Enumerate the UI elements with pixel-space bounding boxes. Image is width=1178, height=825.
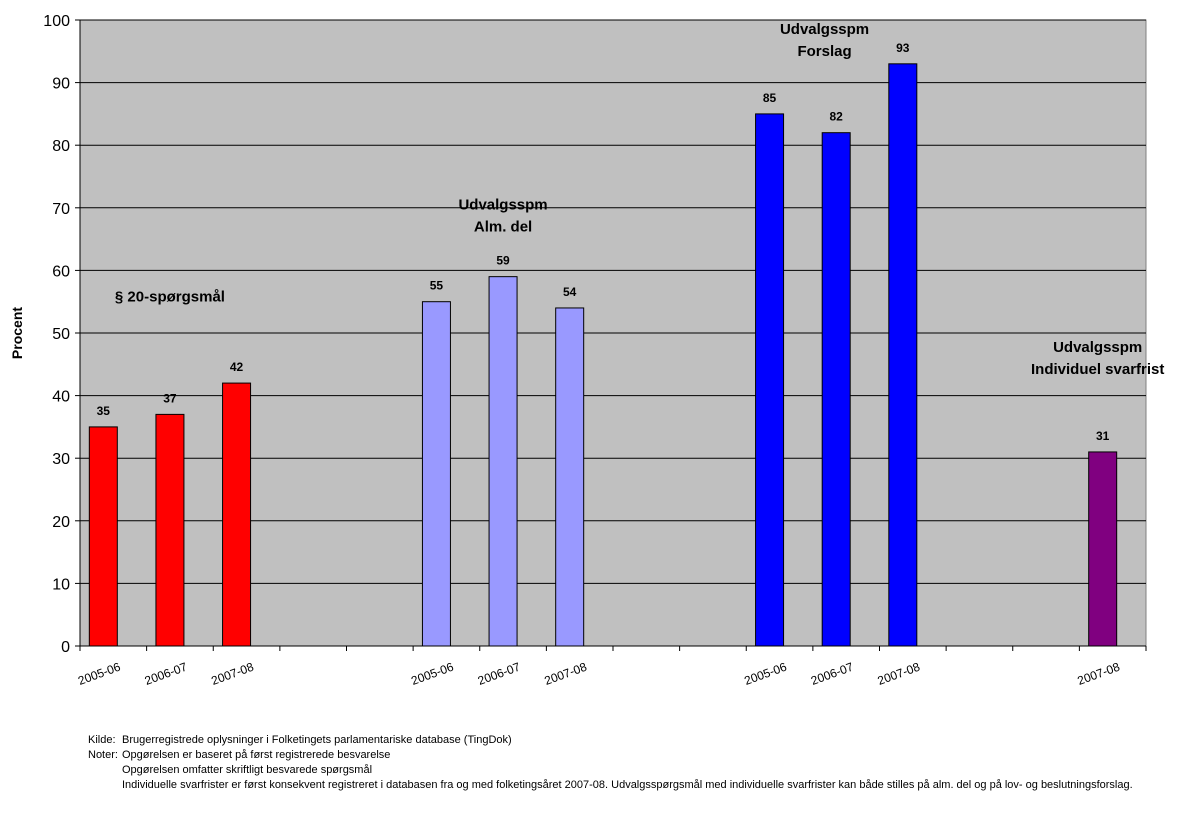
y-tick-label: 0	[61, 639, 70, 656]
x-tick-label: 2007-08	[209, 660, 255, 688]
x-tick-label: 2006-07	[809, 660, 855, 688]
source-row: Kilde: Brugerregistrede oplysninger i Fo…	[88, 733, 1148, 748]
y-tick-label: 20	[52, 514, 70, 531]
data-label: 54	[563, 285, 577, 299]
data-label: 37	[163, 391, 177, 405]
bar	[755, 113, 785, 647]
data-label: 42	[230, 360, 244, 374]
bar	[821, 132, 851, 647]
x-tick-label: 2007-08	[543, 660, 589, 688]
data-label: 31	[1096, 429, 1110, 443]
x-tick-label: 2007-08	[876, 660, 922, 688]
data-labels: 35 37 42 55 59 54 85 82 93 31	[97, 41, 1110, 443]
gridlines	[80, 19, 1146, 584]
group-labels: § 20-spørgsmål Udvalgsspm Alm. del Udvalgss…	[115, 21, 1164, 378]
y-tick-label: 40	[52, 389, 70, 406]
y-axis-ticks: 0 10 20 30 40 50 60 70 80 90 100	[43, 13, 81, 656]
bar	[888, 63, 918, 647]
group-label: Udvalgsspm	[780, 21, 869, 38]
group-label: Udvalgsspm	[1053, 339, 1142, 356]
bar	[155, 413, 185, 647]
bar	[421, 301, 451, 647]
bar	[222, 382, 252, 647]
y-tick-label: 80	[52, 138, 70, 155]
notes-key: Noter:	[88, 749, 118, 761]
source-key: Kilde:	[88, 734, 116, 746]
y-tick-label: 30	[52, 451, 70, 468]
data-label: 35	[97, 404, 111, 418]
data-label: 82	[830, 110, 844, 124]
bar	[488, 276, 518, 647]
bars	[88, 63, 1118, 647]
bar	[1088, 451, 1118, 647]
y-axis-title: Procent	[9, 307, 25, 359]
data-label: 55	[430, 279, 444, 293]
y-tick-label: 10	[52, 576, 70, 593]
source-text: Brugerregistrede oplysninger i Folketing…	[122, 734, 512, 746]
note-1: Opgørelsen er baseret på først registrer…	[122, 749, 391, 761]
x-tick-label: 2006-07	[143, 660, 189, 688]
x-tick-label: 2005-06	[76, 660, 122, 688]
x-tick-label: 2007-08	[1076, 660, 1122, 688]
y-tick-label: 50	[52, 326, 70, 343]
x-tick-label: 2005-06	[742, 660, 788, 688]
bar	[555, 307, 585, 647]
group-label: Forslag	[797, 43, 851, 60]
note-3: Individuelle svarfrister er først konsek…	[122, 779, 1133, 791]
notes-row-1: Noter: Opgørelsen er baseret på først re…	[88, 748, 1148, 763]
group-label: Alm. del	[474, 219, 532, 236]
note-2: Opgørelsen omfatter skriftligt besvarede…	[122, 764, 373, 776]
group-label: Udvalgsspm	[458, 197, 547, 214]
notes-row-2: Opgørelsen omfatter skriftligt besvarede…	[88, 763, 1148, 778]
x-tick-label: 2006-07	[476, 660, 522, 688]
y-tick-label: 60	[52, 263, 70, 280]
x-tick-label: 2005-06	[409, 660, 455, 688]
group-label: Individuel svarfrist	[1031, 361, 1164, 378]
data-label: 59	[496, 254, 510, 268]
y-tick-label: 90	[52, 76, 70, 93]
y-tick-label: 70	[52, 201, 70, 218]
bar	[88, 426, 118, 647]
y-tick-label: 100	[43, 13, 70, 30]
data-label: 85	[763, 91, 777, 105]
group-label: § 20-spørgsmål	[115, 289, 225, 306]
chart-notes: Kilde: Brugerregistrede oplysninger i Fo…	[88, 733, 1148, 793]
data-label: 93	[896, 41, 910, 55]
x-axis-ticks: 2005-06 2006-07 2007-08 2005-06 2006-07 2007-…	[76, 645, 1147, 688]
